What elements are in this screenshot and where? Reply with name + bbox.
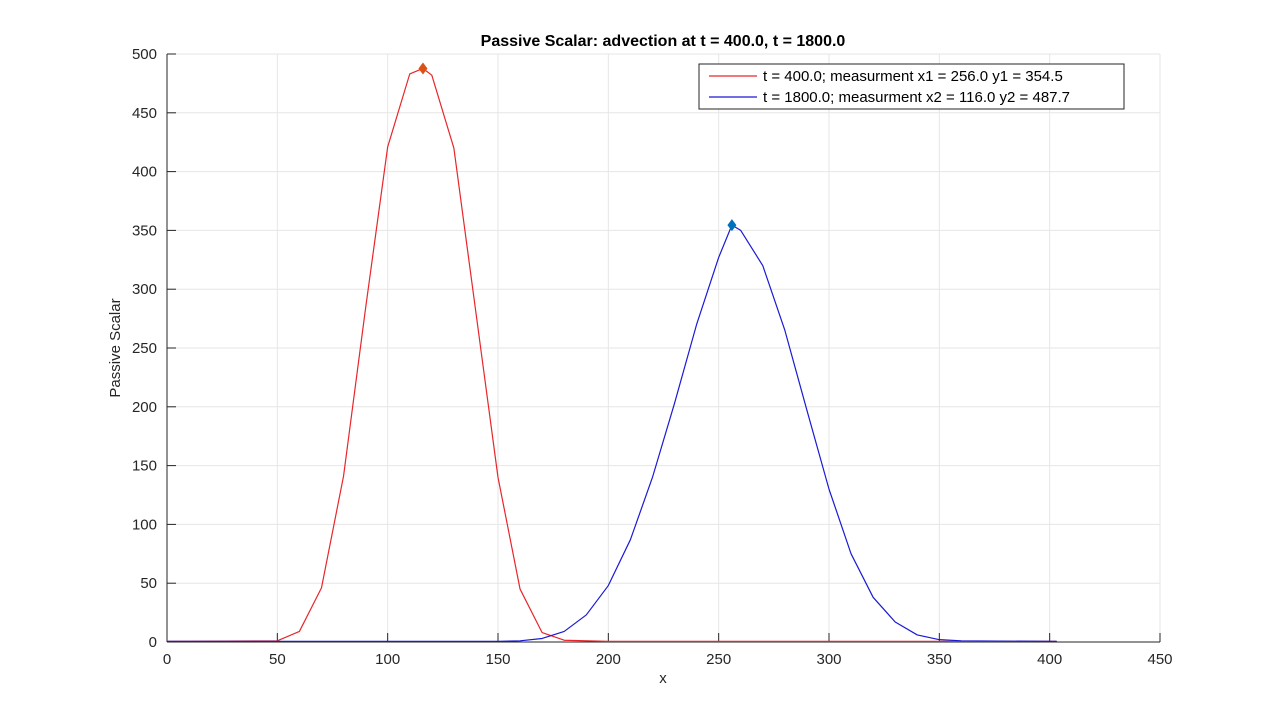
tick-labels: 0 50 100 150 200 250 300 350 400 450 0 50 100 150 200 2… [132, 46, 1173, 668]
x-axis-label: x [659, 670, 667, 687]
x-tick-label: 350 [927, 651, 952, 668]
y-tick-label: 0 [149, 634, 157, 651]
x-tick-label: 250 [706, 651, 731, 668]
x-tick-label: 100 [375, 651, 400, 668]
series-line-2 [166, 224, 1057, 643]
y-tick-label: 100 [132, 516, 157, 533]
chart-title: Passive Scalar: advection at t = 400.0, … [481, 33, 846, 50]
x-tick-label: 200 [596, 651, 621, 668]
series-layer [166, 67, 1057, 643]
legend-box [698, 63, 1125, 110]
legend: t = 400.0; measurment x1 = 256.0 y1 = 35… [698, 63, 1125, 110]
grid [166, 53, 1161, 643]
y-tick-label: 250 [132, 340, 157, 357]
legend-label-1: t = 400.0; measurment x1 = 256.0 y1 = 35… [763, 68, 1063, 85]
y-tick-label: 150 [132, 458, 157, 475]
peak-marker-2 [727, 219, 737, 232]
peak-marker-1 [418, 62, 428, 75]
y-tick-label: 200 [132, 399, 157, 416]
series-line-1 [166, 67, 1057, 643]
x-tick-label: 450 [1147, 651, 1172, 668]
x-tick-label: 150 [485, 651, 510, 668]
y-tick-label: 400 [132, 164, 157, 181]
y-axis-label: Passive Scalar [107, 298, 124, 397]
y-tick-label: 350 [132, 222, 157, 239]
x-tick-label: 50 [269, 651, 286, 668]
y-tick-label: 450 [132, 105, 157, 122]
marker-layer [418, 62, 737, 232]
x-tick-label: 0 [163, 651, 171, 668]
x-tick-label: 300 [816, 651, 841, 668]
y-tick-label: 500 [132, 46, 157, 63]
y-tick-label: 300 [132, 281, 157, 298]
y-tick-label: 50 [140, 575, 157, 592]
x-tick-label: 400 [1037, 651, 1062, 668]
legend-label-2: t = 1800.0; measurment x2 = 116.0 y2 = 4… [763, 89, 1070, 106]
